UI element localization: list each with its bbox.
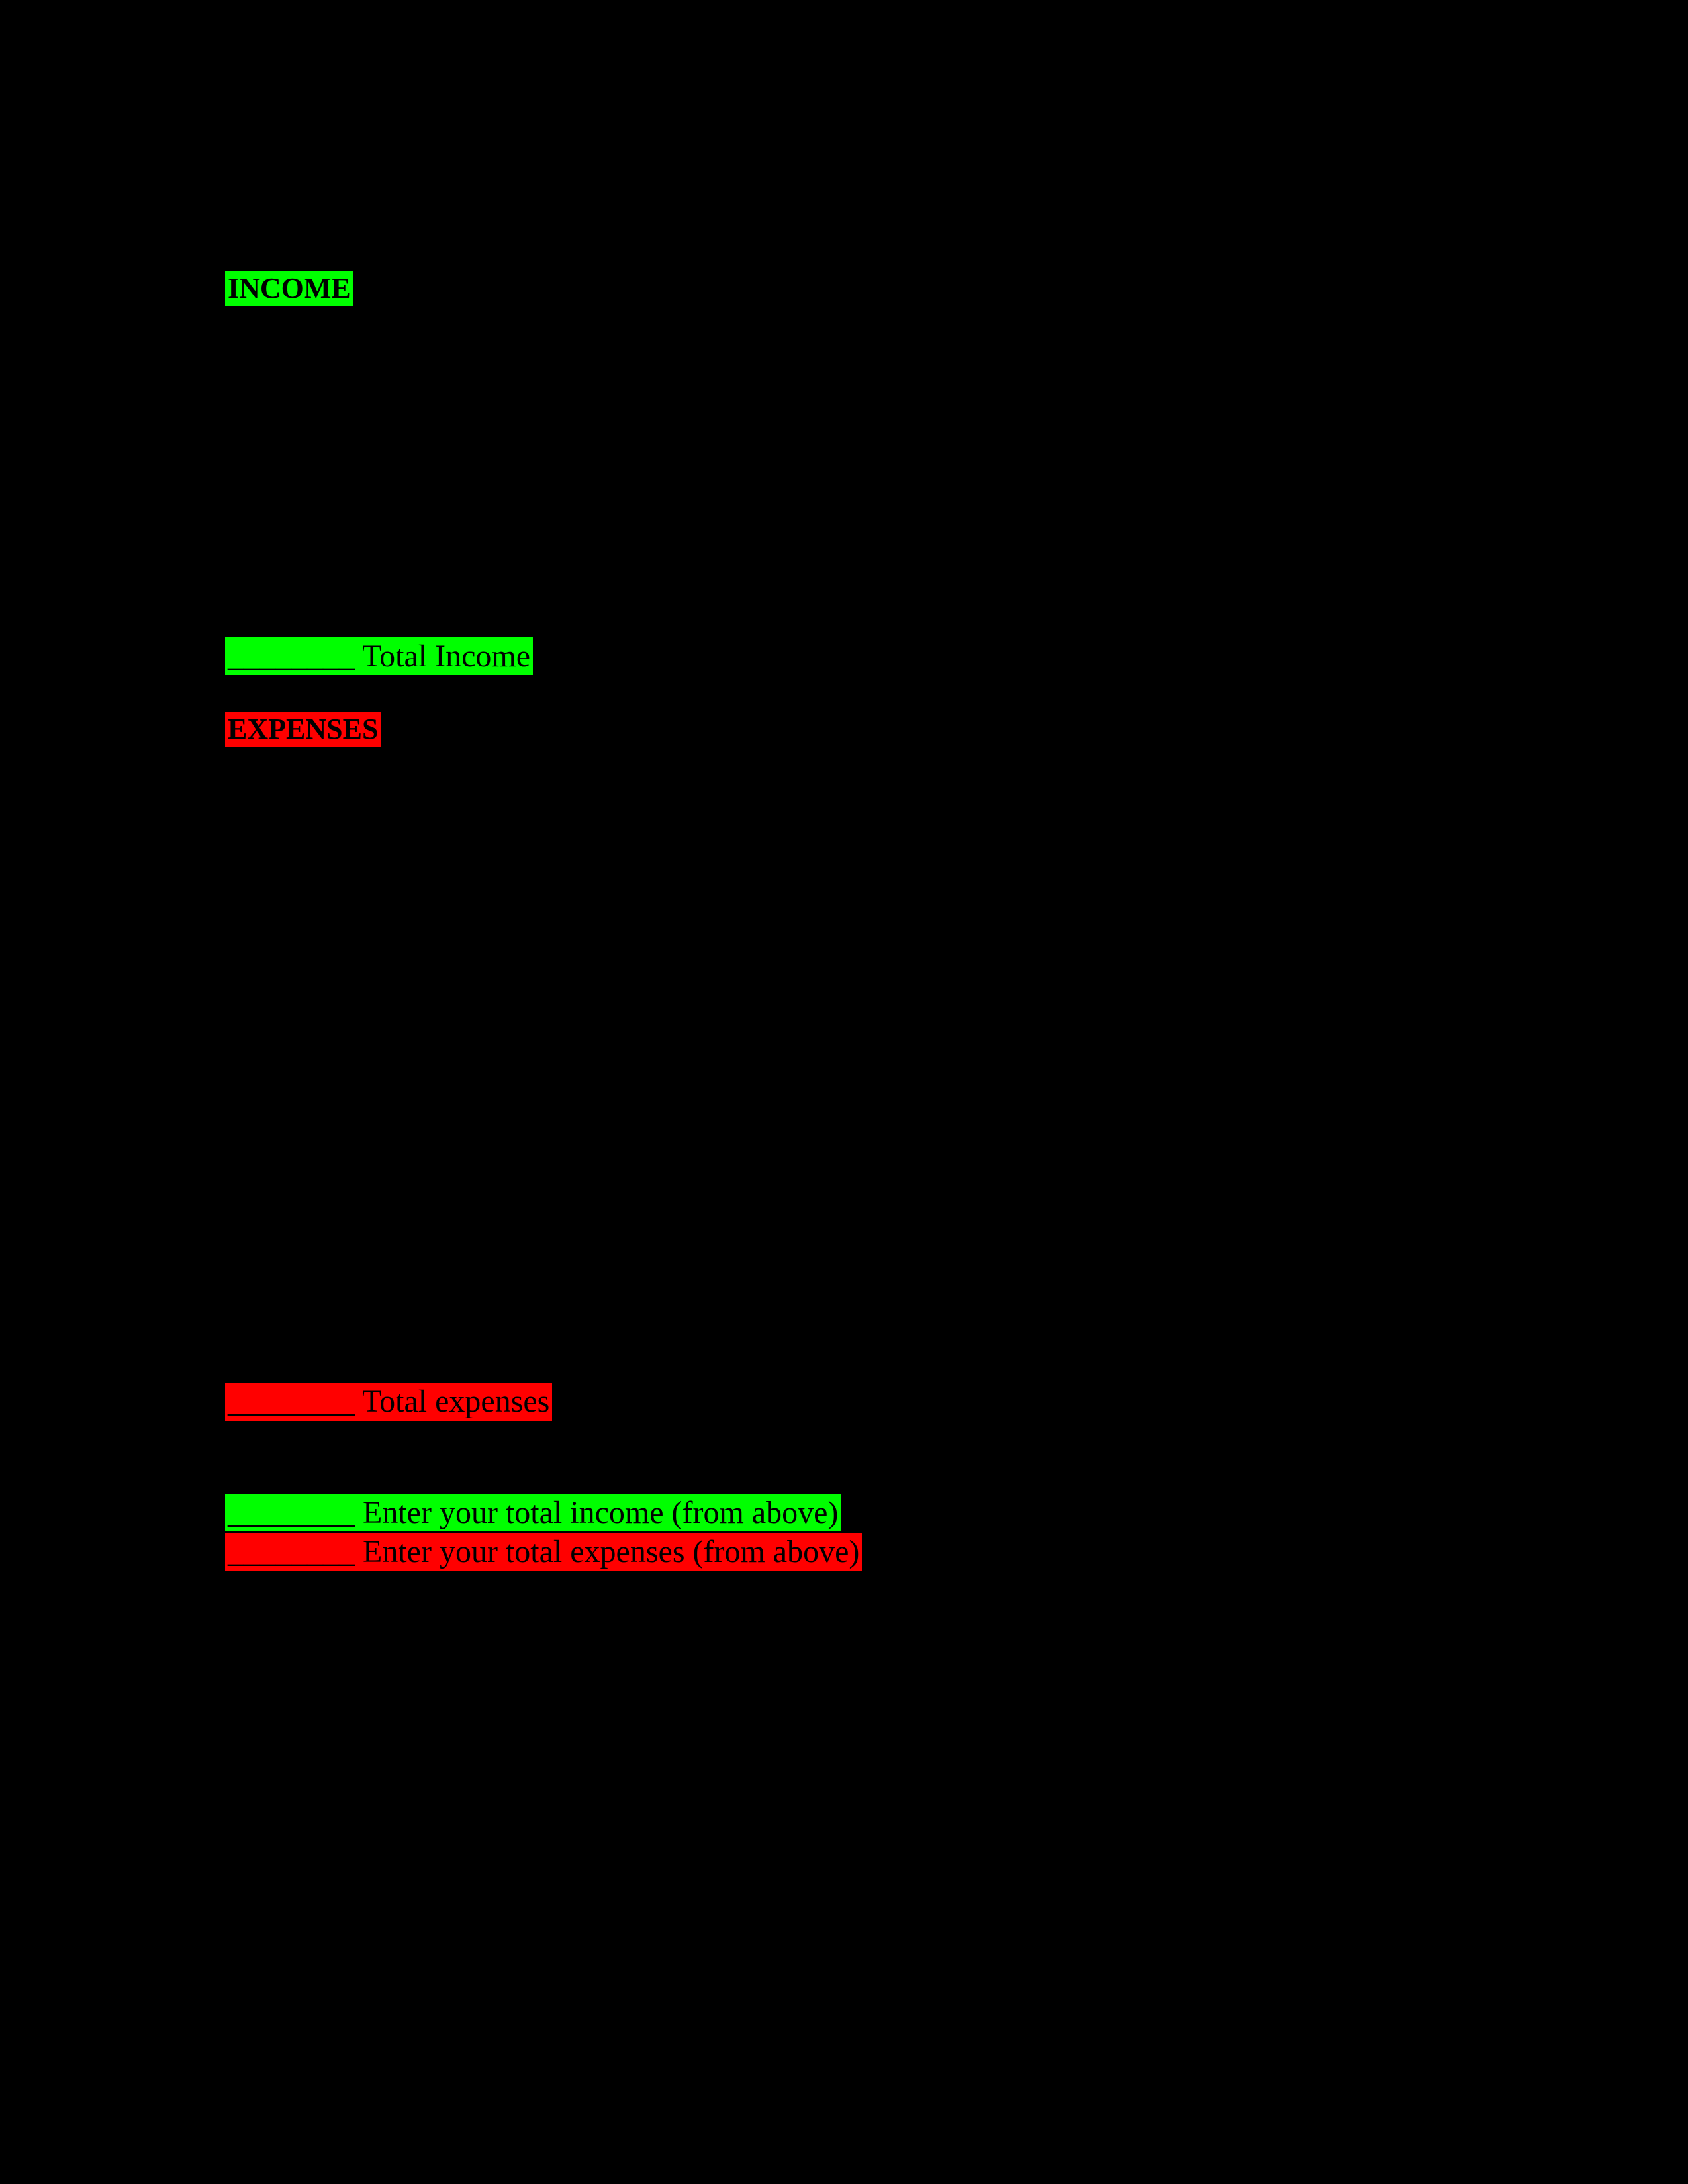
expenses-header: EXPENSES [225, 712, 381, 747]
income-header: INCOME [225, 271, 353, 306]
income-total-label: ________ Total Income [225, 637, 533, 676]
expenses-section: EXPENSES [225, 712, 1463, 747]
summary-expense-row: ________ Enter your total expenses (from… [225, 1533, 1463, 1571]
summary-expense-label: ________ Enter your total expenses (from… [225, 1533, 862, 1571]
expenses-total-row: ________ Total expenses [225, 1383, 1463, 1421]
income-total-row: ________ Total Income [225, 637, 1463, 676]
worksheet-page: INCOME ________ Total Income EXPENSES __… [225, 271, 1463, 1571]
summary-income-label: ________ Enter your total income (from a… [225, 1494, 841, 1532]
income-items-area [225, 306, 1463, 637]
summary-income-row: ________ Enter your total income (from a… [225, 1494, 1463, 1532]
income-section: INCOME [225, 271, 1463, 306]
expenses-total-label: ________ Total expenses [225, 1383, 552, 1421]
expense-items-area [225, 747, 1463, 1383]
